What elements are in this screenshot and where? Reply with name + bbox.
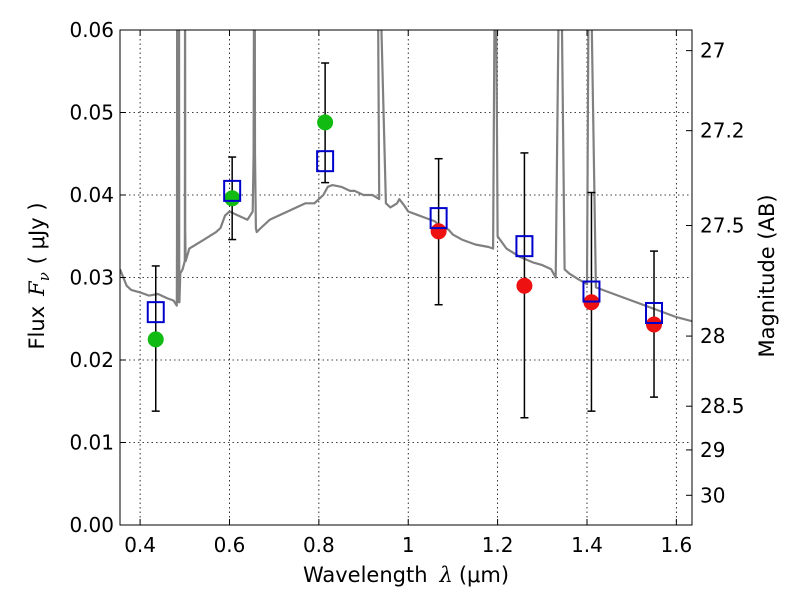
y-tick-label: 0.02 xyxy=(69,348,114,372)
x-tick-label: 0.6 xyxy=(214,533,246,557)
axis-ticks: 0.4 0.6 0.8 1 1.2 1.4 1.6 0.00 0.01 0.02 0.03 0.04 0… xyxy=(69,18,744,557)
observed-optical-point xyxy=(224,190,241,207)
y2-tick-label: 27 xyxy=(700,39,725,63)
observed-nir-point xyxy=(516,277,533,294)
y2-tick-label: 27.5 xyxy=(700,214,745,238)
y-axis-label: FluxFν( μJy ) xyxy=(25,202,53,349)
grid xyxy=(120,30,692,525)
observed-nir-point xyxy=(430,223,447,240)
y-tick-label: 0.00 xyxy=(69,513,114,537)
observed-optical-point xyxy=(147,331,164,348)
x-axis-label: Wavelength λ (μm) xyxy=(303,563,509,587)
x-tick-label: 1.2 xyxy=(482,533,514,557)
y2-axis-label: Magnitude (AB) xyxy=(755,194,779,357)
x-tick-label: 0.8 xyxy=(303,533,335,557)
y-tick-label: 0.05 xyxy=(69,101,114,125)
observed-nir-point xyxy=(646,316,663,333)
model-photometry-square xyxy=(582,280,601,303)
x-tick-label: 0.4 xyxy=(124,533,156,557)
plot-area xyxy=(120,30,692,419)
x-tick-label: 1 xyxy=(402,533,415,557)
y-tick-label: 0.03 xyxy=(69,266,114,290)
model-photometry-square xyxy=(316,150,335,173)
x-tick-label: 1.4 xyxy=(571,533,603,557)
model-photometry-square xyxy=(223,179,242,202)
y2-tick-label: 29 xyxy=(700,438,725,462)
model-spectrum-line xyxy=(120,30,692,323)
y2-tick-label: 27.2 xyxy=(700,119,745,143)
y-tick-label: 0.01 xyxy=(69,431,114,455)
observed-optical-point xyxy=(317,114,334,131)
model-photometry-square xyxy=(645,301,664,324)
y-tick-label: 0.04 xyxy=(69,183,114,207)
y2-tick-label: 28 xyxy=(700,324,725,348)
model-photometry-square xyxy=(146,301,165,324)
y2-tick-label: 30 xyxy=(700,483,725,507)
model-photometry-square xyxy=(515,235,534,258)
x-tick-label: 1.6 xyxy=(660,533,692,557)
y-tick-label: 0.06 xyxy=(69,18,114,42)
model-photometry-square xyxy=(429,207,448,230)
y2-tick-label: 28.5 xyxy=(700,394,745,418)
